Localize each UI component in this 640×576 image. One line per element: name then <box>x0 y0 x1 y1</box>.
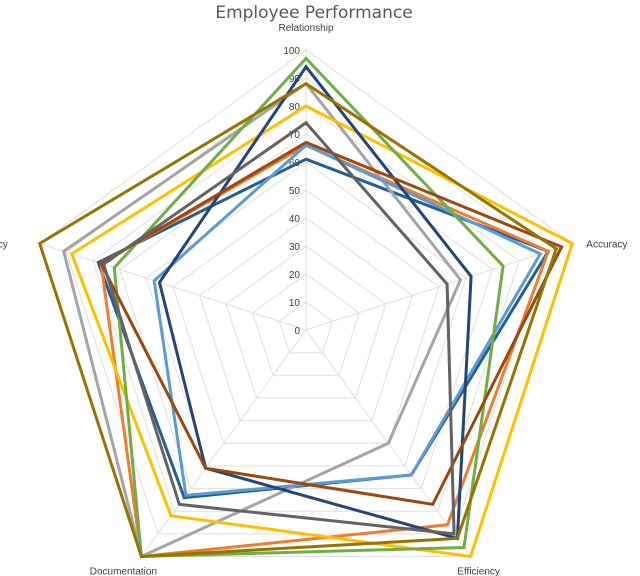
grid-ring-30 <box>225 245 387 399</box>
tick-label-0: 0 <box>294 326 300 337</box>
grid-ring-10 <box>278 301 334 354</box>
tick-label-50: 50 <box>289 186 301 197</box>
tick-label-70: 70 <box>289 130 301 141</box>
grid-ring-80 <box>92 105 520 512</box>
axis-label-relationship: Relationship <box>278 23 333 34</box>
spoke-3 <box>140 329 307 557</box>
series-4-polygon <box>69 104 575 559</box>
chart-title: Employee Performance <box>215 3 412 23</box>
grid-ring-50 <box>172 189 440 444</box>
grid-ring-20 <box>252 273 360 376</box>
grid-ring-100 <box>39 49 573 557</box>
radar-series <box>37 56 575 559</box>
grid-ring-40 <box>198 217 414 422</box>
series-7-polygon <box>157 64 473 541</box>
series-5-polygon <box>152 143 543 498</box>
tick-label-40: 40 <box>289 214 301 225</box>
spoke-1 <box>305 243 573 331</box>
axis-label-documentation: Documentation <box>90 567 157 576</box>
tick-label-20: 20 <box>289 270 301 281</box>
axis-label-accuracy: Accuracy <box>586 240 627 251</box>
tick-label-80: 80 <box>289 102 301 113</box>
series-3-polygon <box>61 81 463 559</box>
tick-label-30: 30 <box>289 242 301 253</box>
axis-label-policy: Policy <box>0 240 8 251</box>
tick-label-10: 10 <box>289 298 301 309</box>
grid-ring-60 <box>145 161 467 467</box>
spoke-4 <box>39 243 307 331</box>
tick-label-100: 100 <box>283 46 300 57</box>
axis-label-efficiency: Efficiency <box>457 567 500 576</box>
series-9-polygon <box>101 120 456 536</box>
tick-label-90: 90 <box>289 74 301 85</box>
series-10-polygon <box>37 81 559 559</box>
grid-ring-70 <box>119 133 493 490</box>
radar-axis-labels: Relationship Accuracy Efficiency Documentat… <box>0 23 627 576</box>
